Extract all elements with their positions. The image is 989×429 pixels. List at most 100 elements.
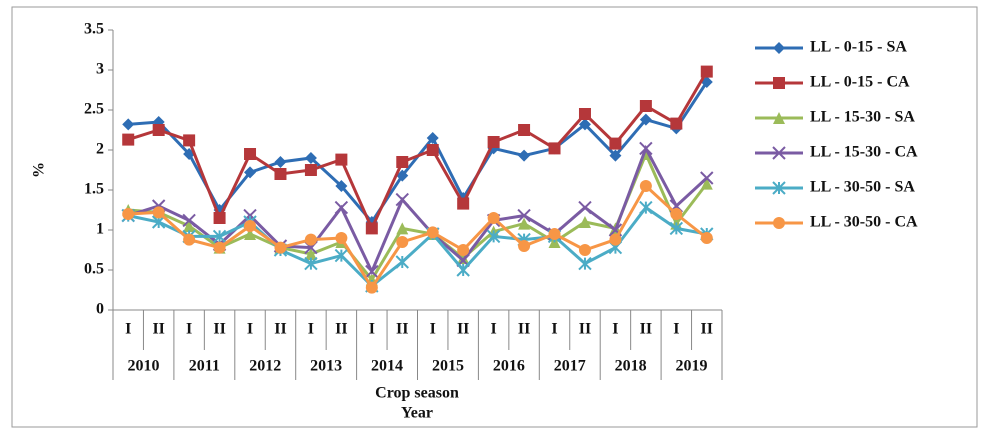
x-tick-label: I	[369, 321, 375, 338]
marker	[244, 228, 257, 240]
marker	[456, 263, 470, 277]
x-tick-label: I	[551, 321, 557, 338]
y-tick-label: 0	[96, 301, 104, 318]
x-group-tick-label: 2014	[371, 358, 403, 375]
marker	[578, 108, 591, 120]
marker	[243, 208, 257, 223]
marker	[609, 233, 622, 246]
marker	[304, 152, 317, 164]
marker	[122, 133, 135, 146]
marker	[396, 169, 409, 182]
x-tick-label: I	[430, 321, 436, 338]
marker	[670, 117, 683, 130]
marker	[457, 244, 470, 256]
y-tick-label: 3.5	[84, 21, 104, 38]
legend-label: LL - 0-15 - CA	[810, 74, 910, 91]
marker	[122, 118, 135, 131]
x-group-tick-label: 2011	[189, 358, 220, 375]
marker	[304, 233, 317, 246]
marker	[274, 168, 287, 180]
marker	[213, 241, 226, 254]
marker	[304, 248, 317, 260]
marker	[152, 124, 165, 136]
marker	[122, 208, 135, 220]
marker	[609, 137, 622, 150]
x-group-label: Year	[401, 405, 433, 422]
marker	[548, 228, 561, 240]
marker	[395, 255, 409, 269]
marker	[335, 153, 348, 166]
marker	[669, 221, 684, 236]
marker	[274, 241, 287, 254]
marker	[183, 220, 196, 232]
x-tick-label: I	[612, 321, 618, 338]
marker	[486, 229, 501, 244]
marker	[457, 197, 470, 210]
x-group-tick-label: 2016	[493, 358, 525, 375]
legend-label: LL - 30-50 - CA	[810, 214, 918, 231]
legend-label: LL - 0-15 - SA	[810, 39, 907, 56]
marker	[639, 100, 652, 112]
y-tick-label: 1.5	[84, 181, 104, 198]
marker	[487, 136, 500, 148]
marker	[213, 212, 226, 224]
marker	[396, 222, 409, 235]
marker	[244, 148, 257, 160]
y-tick-label: 2	[96, 141, 104, 158]
marker	[395, 192, 409, 207]
x-tick-label: II	[335, 321, 347, 338]
marker	[518, 217, 531, 230]
x-group-tick-label: 2010	[127, 358, 159, 375]
legend-marker	[772, 146, 786, 160]
x-group-tick-label: 2012	[249, 358, 281, 375]
x-group-tick-label: 2018	[615, 358, 647, 375]
x-group-tick-label: 2017	[554, 358, 586, 375]
marker	[183, 233, 196, 246]
x-tick-label: II	[579, 321, 591, 338]
marker	[670, 208, 683, 220]
legend-label: LL - 15-30 - CA	[810, 144, 918, 161]
marker	[334, 248, 349, 263]
y-tick-label: 0.5	[84, 261, 104, 278]
legend-marker	[773, 77, 785, 89]
x-tick-label: I	[308, 321, 314, 338]
x-tick-label: I	[186, 321, 192, 338]
x-tick-label: I	[247, 321, 253, 338]
x-tick-label: I	[125, 321, 131, 338]
marker	[578, 200, 592, 215]
x-tick-label: I	[673, 321, 679, 338]
x-tick-label: I	[491, 321, 497, 338]
marker	[426, 132, 439, 144]
marker	[700, 177, 713, 190]
marker	[426, 144, 439, 156]
x-group-tick-label: 2019	[676, 358, 708, 375]
legend-marker	[773, 112, 785, 124]
x-tick-label: II	[274, 321, 286, 338]
y-axis-label: %	[31, 162, 48, 178]
x-tick-label: II	[213, 321, 225, 338]
marker	[335, 180, 348, 192]
marker	[578, 216, 591, 228]
legend-marker	[772, 181, 786, 195]
marker	[639, 113, 652, 126]
y-tick-label: 2.5	[84, 101, 104, 118]
marker	[396, 236, 409, 248]
marker	[365, 264, 379, 279]
marker	[700, 232, 713, 244]
legend-marker	[773, 217, 785, 229]
legend-label: LL - 15-30 - SA	[810, 109, 915, 126]
marker	[335, 232, 348, 244]
x-tick-label: II	[457, 321, 469, 338]
marker	[578, 256, 592, 271]
marker	[487, 212, 500, 224]
marker	[183, 134, 196, 147]
marker	[365, 281, 378, 294]
x-tick-label: II	[701, 321, 713, 338]
x-tick-label: II	[396, 321, 408, 338]
marker	[700, 171, 714, 185]
marker	[152, 206, 165, 219]
marker	[639, 141, 653, 156]
y-tick-label: 3	[96, 61, 104, 78]
marker	[518, 149, 531, 162]
